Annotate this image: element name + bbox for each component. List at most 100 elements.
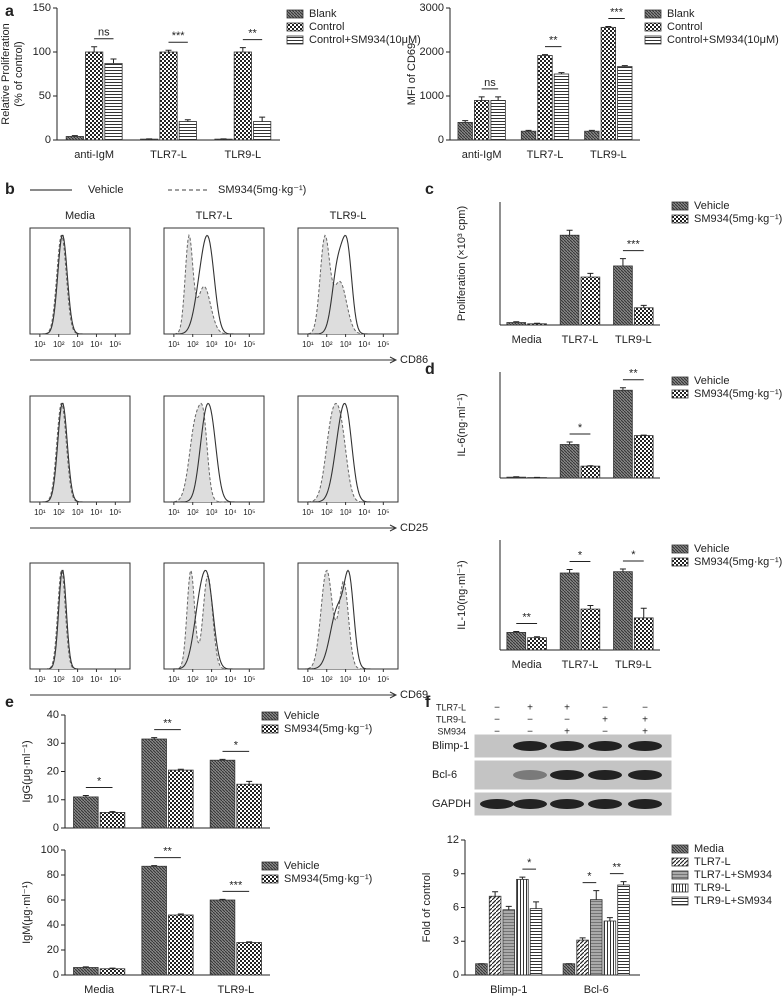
error-bar bbox=[505, 905, 512, 910]
x-tick-label: 10⁴ bbox=[358, 340, 371, 349]
legend-label: SM934(5mg·kg⁻¹) bbox=[284, 723, 372, 735]
y-tick-label: 6 bbox=[453, 901, 459, 913]
error-bar bbox=[492, 891, 499, 897]
y-axis-label: IgG(μg·ml⁻¹) bbox=[21, 740, 33, 802]
histogram-frame bbox=[29, 395, 131, 503]
error-bar bbox=[525, 129, 532, 132]
condition-mark: − bbox=[602, 703, 608, 714]
x-tick-label: TLR9-L bbox=[615, 659, 652, 671]
error-bar bbox=[110, 58, 117, 64]
error-bar bbox=[177, 913, 184, 915]
error-bar bbox=[246, 941, 253, 943]
x-tick-label: 10¹ bbox=[168, 508, 180, 517]
significance-label: * bbox=[578, 549, 583, 561]
y-axis-label: Fold of control bbox=[421, 873, 433, 943]
x-tick-label: 10² bbox=[53, 508, 65, 517]
histogram-frame bbox=[163, 395, 265, 503]
bar bbox=[520, 130, 537, 141]
x-tick-label: 10⁵ bbox=[377, 508, 389, 517]
x-tick-label: 10⁴ bbox=[358, 675, 371, 684]
y-tick-label: 9 bbox=[453, 868, 459, 880]
bar bbox=[506, 476, 527, 479]
error-bar bbox=[239, 47, 246, 52]
y-tick-label: 2000 bbox=[420, 46, 444, 58]
y-axis-label: MFI of CD69 bbox=[406, 43, 418, 105]
legend-swatch bbox=[671, 214, 689, 224]
legend-swatch bbox=[671, 544, 689, 554]
error-bar bbox=[109, 967, 116, 969]
y-tick-label: 30 bbox=[47, 737, 59, 749]
bar bbox=[73, 967, 99, 976]
bar bbox=[253, 121, 272, 141]
condition-mark: + bbox=[642, 715, 648, 726]
bar bbox=[529, 908, 543, 976]
bar bbox=[537, 55, 553, 141]
bar bbox=[553, 73, 570, 141]
condition-mark: + bbox=[527, 703, 533, 714]
blot-band bbox=[550, 770, 584, 780]
legend-label: TLR9-L+SM934 bbox=[694, 895, 772, 907]
significance-label: ** bbox=[629, 368, 638, 380]
marker-label: CD25 bbox=[400, 522, 428, 534]
legend-swatch bbox=[261, 874, 279, 884]
error-bar bbox=[558, 72, 565, 74]
error-bar bbox=[566, 441, 573, 445]
error-bar bbox=[109, 811, 116, 813]
y-tick-label: 12 bbox=[447, 834, 459, 846]
x-tick-label: 10⁵ bbox=[377, 675, 389, 684]
x-tick-label: 10² bbox=[187, 340, 199, 349]
error-bar bbox=[593, 890, 600, 900]
bar bbox=[580, 465, 601, 479]
bar bbox=[233, 51, 252, 141]
legend-swatch bbox=[261, 861, 279, 871]
error-bar bbox=[619, 387, 626, 391]
bar bbox=[617, 66, 633, 141]
bar bbox=[73, 796, 99, 829]
x-tick-label: 10² bbox=[187, 675, 199, 684]
y-tick-label: 20 bbox=[47, 765, 59, 777]
bar bbox=[559, 572, 580, 651]
x-tick-label: 10³ bbox=[206, 675, 218, 684]
legend-swatch bbox=[671, 883, 689, 893]
y-tick-label: 100 bbox=[33, 46, 51, 58]
x-tick-label: 10² bbox=[53, 675, 65, 684]
band-label: Blimp-1 bbox=[432, 740, 469, 752]
bar bbox=[584, 130, 600, 141]
condition-mark: − bbox=[642, 703, 648, 714]
error-bar bbox=[587, 605, 594, 610]
band-label: GAPDH bbox=[432, 798, 471, 810]
histogram-solid bbox=[298, 569, 398, 670]
x-tick-label: 10² bbox=[321, 340, 333, 349]
error-bar bbox=[621, 65, 628, 67]
legend-label: Vehicle bbox=[284, 860, 319, 872]
y-tick-label: 150 bbox=[33, 2, 51, 14]
significance-label: ns bbox=[484, 77, 496, 89]
condition-mark: + bbox=[564, 727, 570, 738]
legend-swatch bbox=[261, 711, 279, 721]
error-bar bbox=[588, 129, 595, 132]
y-tick-label: 0 bbox=[438, 134, 444, 146]
x-tick-label: TLR7-L bbox=[562, 334, 599, 346]
legend-label: SM934(5mg·kg⁻¹) bbox=[694, 556, 782, 568]
bar bbox=[85, 51, 104, 141]
error-bar bbox=[566, 229, 573, 236]
bar bbox=[613, 571, 633, 651]
y-tick-label: 60 bbox=[47, 894, 59, 906]
y-tick-label: 100 bbox=[41, 844, 59, 856]
legend-swatch bbox=[671, 201, 689, 211]
x-tick-label: 10⁴ bbox=[224, 340, 237, 349]
y-tick-label: 3000 bbox=[420, 2, 444, 14]
bar bbox=[603, 920, 617, 976]
x-tick-label: TLR9-L bbox=[217, 984, 254, 996]
histogram-fill bbox=[164, 235, 264, 334]
x-tick-label: 10¹ bbox=[168, 675, 180, 684]
blot-band bbox=[588, 799, 622, 809]
bar bbox=[527, 637, 547, 651]
significance-label: * bbox=[234, 739, 239, 751]
significance-label: * bbox=[527, 857, 532, 869]
condition-mark: + bbox=[564, 703, 570, 714]
panel-label: e bbox=[5, 694, 14, 711]
histogram-solid bbox=[30, 234, 130, 335]
bar bbox=[559, 234, 580, 326]
bar bbox=[168, 769, 194, 829]
